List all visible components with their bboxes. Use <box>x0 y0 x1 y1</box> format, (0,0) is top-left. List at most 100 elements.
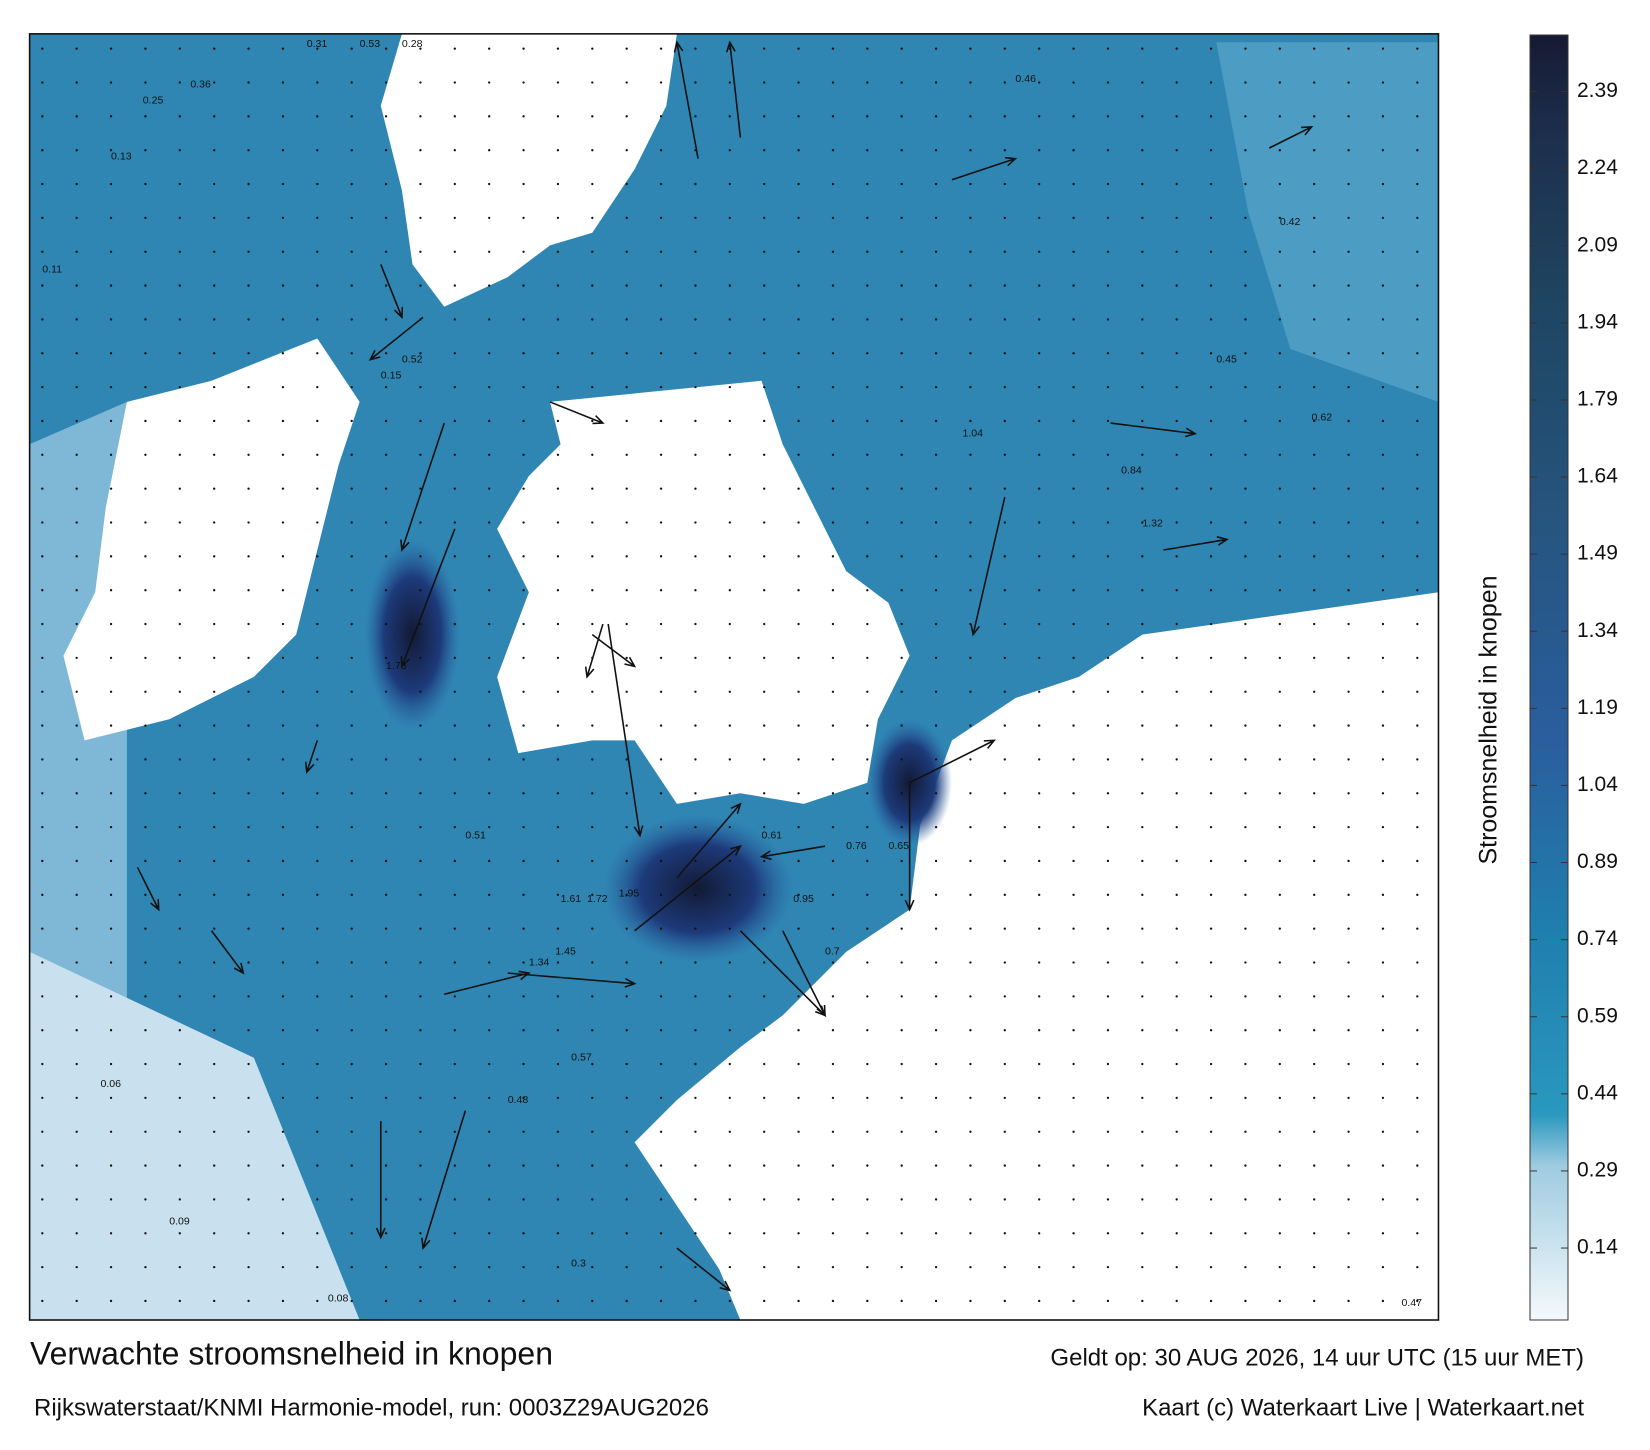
grid-dot <box>1003 1029 1006 1032</box>
grid-dot <box>75 1232 78 1235</box>
grid-dot <box>1209 961 1213 964</box>
grid-dot <box>316 589 319 592</box>
grid-dot <box>419 961 422 964</box>
grid-dot <box>144 1265 147 1269</box>
grid-dot <box>934 419 938 423</box>
grid-dot <box>831 1232 835 1235</box>
grid-dot <box>1313 1265 1316 1269</box>
grid-dot <box>797 318 800 321</box>
grid-dot <box>384 1096 388 1100</box>
grid-dot <box>728 1265 731 1269</box>
grid-dot <box>247 1198 250 1201</box>
colorbar-tick-label: 2.39 <box>1577 79 1618 102</box>
grid-dot <box>625 521 628 524</box>
grid-dot <box>969 1096 972 1100</box>
grid-dot <box>659 453 663 456</box>
grid-dot <box>1313 81 1316 84</box>
grid-dot <box>281 47 285 50</box>
grid-dot <box>969 1029 972 1032</box>
grid-dot <box>1416 995 1419 998</box>
grid-dot <box>1141 893 1144 896</box>
grid-dot <box>1038 318 1041 321</box>
grid-dot <box>900 893 903 896</box>
grid-dot <box>1313 1096 1316 1100</box>
grid-dot <box>1209 216 1213 220</box>
grid-dot <box>1347 487 1350 490</box>
grid-dot <box>1175 216 1178 220</box>
grid-dot <box>625 1265 628 1269</box>
grid-dot <box>934 622 938 626</box>
grid-dot <box>591 81 594 84</box>
grid-dot <box>1244 622 1247 626</box>
grid-dot <box>384 318 388 321</box>
grid-dot <box>144 656 147 660</box>
grid-dot <box>1106 250 1110 253</box>
grid-dot <box>831 284 835 287</box>
grid-dot <box>453 555 456 558</box>
grid-dot <box>1416 182 1419 186</box>
grid-dot <box>1072 352 1075 355</box>
grid-dot <box>969 182 972 186</box>
grid-dot <box>488 1265 491 1269</box>
grid-dot <box>1141 1096 1144 1100</box>
grid-dot <box>1141 622 1144 626</box>
grid-dot <box>281 995 285 998</box>
grid-dot <box>900 216 903 220</box>
grid-dot <box>797 1096 800 1100</box>
grid-dot <box>866 1130 869 1133</box>
grid-dot <box>488 961 491 964</box>
grid-dot <box>1381 352 1385 355</box>
grid-dot <box>1347 1062 1350 1066</box>
grid-dot <box>900 318 903 321</box>
grid-dot <box>831 115 835 118</box>
grid-dot <box>1381 149 1385 152</box>
current-arrow <box>368 316 424 361</box>
grid-dot <box>659 995 663 998</box>
grid-dot <box>316 419 319 423</box>
speed-label: 0.52 <box>402 353 423 365</box>
grid-dot <box>1072 149 1075 152</box>
grid-dot <box>797 487 800 490</box>
grid-dot <box>488 216 491 220</box>
grid-dot <box>419 1232 422 1235</box>
grid-dot <box>453 995 456 998</box>
grid-dot <box>659 149 663 152</box>
grid-dot <box>625 758 628 761</box>
grid-dot <box>831 555 835 558</box>
map-body: 0.31 0.53 0.280.360.250.130.110.520.151.73… <box>29 33 1439 1321</box>
grid-dot <box>213 47 216 50</box>
grid-dot <box>1347 1029 1350 1032</box>
grid-dot <box>41 385 44 389</box>
grid-dot <box>281 690 285 693</box>
grid-dot <box>866 318 869 321</box>
current-arrow <box>759 845 826 861</box>
grid-dot <box>1106 656 1110 660</box>
grid-dot <box>109 589 113 592</box>
grid-dot <box>1416 318 1419 321</box>
grid-dot <box>384 47 388 50</box>
grid-dot <box>488 1029 491 1032</box>
grid-dot <box>1038 453 1041 456</box>
grid-dot <box>247 1029 250 1032</box>
grid-dot <box>1003 859 1006 863</box>
grid-dot <box>419 792 422 795</box>
grid-dot <box>1381 182 1385 186</box>
grid-dot <box>591 792 594 795</box>
grid-dot <box>591 724 594 727</box>
grid-dot <box>419 284 422 287</box>
grid-dot <box>934 1164 938 1167</box>
grid-dot <box>281 792 285 795</box>
grid-dot <box>591 927 594 930</box>
grid-dot <box>1003 825 1006 829</box>
grid-dot <box>934 1130 938 1133</box>
grid-dot <box>831 825 835 829</box>
grid-dot <box>178 1232 181 1235</box>
grid-dot <box>1416 893 1419 896</box>
grid-dot <box>591 1265 594 1269</box>
grid-dot <box>591 995 594 998</box>
grid-dot <box>1244 453 1247 456</box>
grid-dot <box>797 622 800 626</box>
grid-dot <box>419 995 422 998</box>
grid-dot <box>1416 419 1419 423</box>
grid-dot <box>488 81 491 84</box>
